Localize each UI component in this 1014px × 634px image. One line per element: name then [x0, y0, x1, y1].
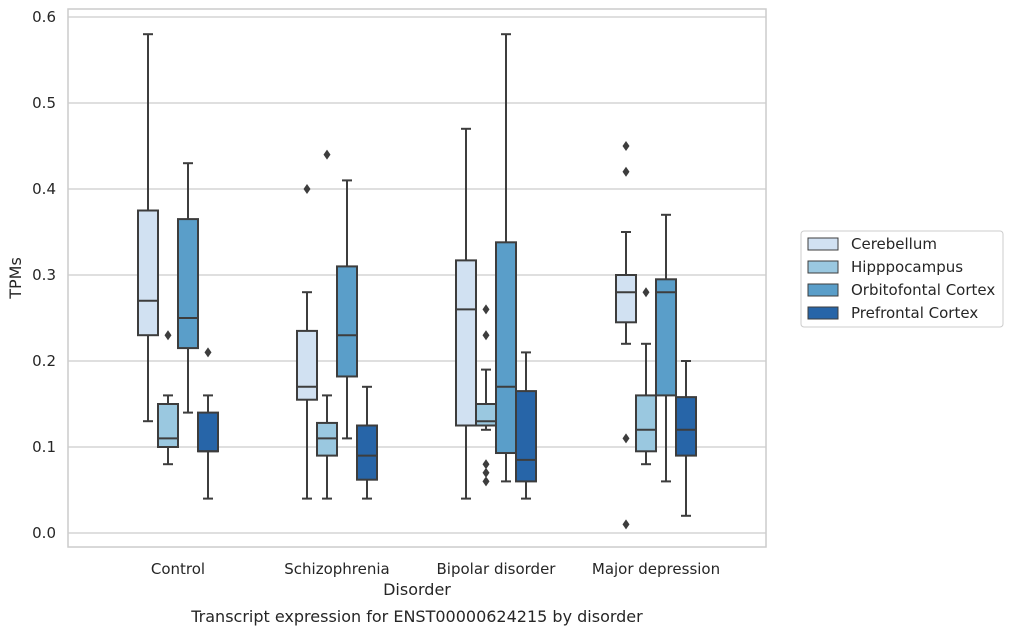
y-axis-title: TPMs	[6, 257, 25, 300]
box	[635, 287, 657, 466]
y-tick-label: 0.1	[32, 438, 56, 456]
box	[177, 162, 199, 414]
outlier-point	[204, 347, 212, 358]
box-series	[137, 33, 697, 530]
box-body	[655, 278, 677, 397]
y-tick-label: 0.0	[32, 524, 56, 542]
x-axis-title: Disorder	[383, 580, 451, 599]
series-cerebellum	[137, 33, 637, 530]
box-body	[197, 411, 219, 453]
box	[675, 360, 697, 517]
series-hipppocampus	[157, 149, 657, 500]
outlier-point	[622, 141, 630, 151]
box-body	[635, 394, 657, 453]
box	[455, 127, 477, 500]
box-body	[296, 329, 318, 401]
legend-label: Hipppocampus	[851, 258, 963, 276]
x-tick-label: Major depression	[592, 560, 720, 578]
outlier-point	[482, 459, 490, 470]
legend-items: Cerebellum Hipppocampus Orbitofontal Corte…	[807, 235, 995, 322]
legend-label: Prefrontal Cortex	[851, 304, 978, 322]
y-axis-ticks: 0.0 0.1 0.2 0.3 0.4 0.5 0.6	[32, 8, 56, 542]
box-body	[157, 403, 179, 448]
outlier-point	[303, 184, 311, 194]
chart-caption: Transcript expression for ENST0000062421…	[190, 607, 643, 626]
plot-frame	[67, 8, 767, 548]
box	[336, 179, 358, 440]
legend-swatch	[807, 237, 839, 251]
box	[495, 33, 517, 483]
y-tick-label: 0.5	[32, 94, 56, 112]
box	[137, 33, 159, 423]
series-orbitofontal-cortex	[177, 33, 677, 483]
legend-frame	[800, 230, 1004, 328]
box	[356, 385, 378, 500]
y-tick-label: 0.2	[32, 352, 56, 370]
y-tick-label: 0.4	[32, 180, 56, 198]
outlier-point	[642, 287, 650, 298]
y-tick-label: 0.3	[32, 266, 56, 284]
x-tick-label: Control	[151, 560, 205, 578]
box	[475, 304, 497, 487]
x-tick-label: Bipolar disorder	[437, 560, 557, 578]
box	[655, 213, 677, 483]
box-body	[475, 403, 497, 427]
series-prefrontal-cortex	[197, 347, 697, 517]
box	[515, 351, 537, 500]
plot-area	[68, 9, 766, 547]
box-body	[356, 424, 378, 481]
legend-label: Cerebellum	[851, 235, 937, 253]
outlier-point	[622, 433, 630, 444]
legend-swatch	[807, 283, 839, 297]
y-tick-label: 0.6	[32, 8, 56, 26]
legend-label: Orbitofontal Cortex	[851, 281, 995, 299]
box-body	[615, 274, 637, 324]
box	[615, 141, 637, 530]
box-body	[137, 209, 159, 337]
outlier-point	[622, 166, 630, 177]
box	[316, 149, 338, 500]
box-body	[336, 265, 358, 378]
outlier-point	[323, 149, 331, 160]
outlier-point	[164, 330, 172, 341]
legend-swatch	[807, 260, 839, 274]
box-body	[515, 390, 537, 483]
box-body	[495, 241, 517, 455]
outlier-point	[482, 476, 490, 487]
outlier-point	[482, 330, 490, 341]
outlier-point	[622, 519, 630, 530]
box-body	[177, 218, 199, 350]
x-tick-label: Schizophrenia	[284, 560, 389, 578]
box-body	[455, 259, 477, 427]
x-axis-ticks: Control Schizophrenia Bipolar disorder Majo…	[151, 560, 720, 578]
legend-swatch	[807, 306, 839, 320]
outlier-point	[482, 304, 490, 315]
box	[296, 184, 318, 500]
outlier-point	[482, 467, 490, 478]
box-body	[675, 396, 697, 457]
box	[157, 330, 179, 466]
box	[197, 347, 219, 500]
legend: Cerebellum Hipppocampus Orbitofontal Corte…	[800, 230, 1004, 328]
